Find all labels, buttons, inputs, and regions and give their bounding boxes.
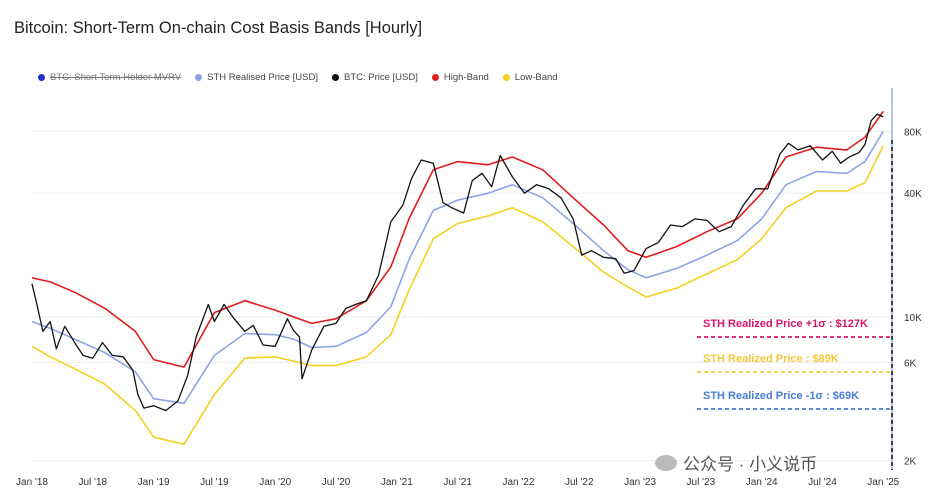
legend-item-sth-realised-price[interactable]: STH Realised Price [USD] — [195, 72, 318, 83]
legend-item-btc-price[interactable]: BTC: Price [USD] — [331, 72, 418, 83]
series-line-2 — [31, 145, 885, 446]
legend: BTC: Short Term Holder MVRV STH Realised… — [38, 72, 558, 83]
x-tick-label-2: Jan '19 — [138, 477, 170, 488]
annotation-label-0: STH Realized Price +1σ : $127K — [703, 318, 868, 330]
series-line-1 — [31, 130, 884, 405]
wechat-icon — [655, 454, 677, 471]
legend-label-sth: STH Realised Price [USD] — [207, 72, 318, 83]
legend-label-high: High-Band — [443, 72, 489, 83]
x-tick-label-10: Jan '23 — [624, 477, 656, 488]
y-tick-label-2: 10K — [904, 313, 922, 324]
x-tick-label-5: Jul '20 — [322, 477, 351, 488]
y-tick-label-0: 2K — [904, 457, 917, 468]
x-tick-label-12: Jan '24 — [746, 477, 778, 488]
legend-label-mvrv: BTC: Short Term Holder MVRV — [50, 72, 182, 83]
x-tick-label-13: Jul '24 — [808, 477, 837, 488]
legend-swatch-high — [431, 74, 439, 81]
y-tick-label-1: 6K — [904, 359, 917, 370]
watermark-text: 公众号 · 小义说币 — [683, 455, 818, 474]
y-tick-label-4: 80K — [904, 127, 922, 138]
x-tick-label-8: Jan '22 — [502, 477, 534, 488]
legend-swatch-low — [502, 74, 510, 81]
legend-swatch-mvrv — [38, 74, 45, 81]
x-tick-label-3: Jul '19 — [200, 477, 229, 488]
annotation-label-1: STH Realized Price : $89K — [703, 353, 839, 365]
legend-label-price: BTC: Price [USD] — [343, 72, 418, 83]
chart-title: Bitcoin: Short-Term On-chain Cost Basis … — [14, 19, 423, 37]
x-tick-label-4: Jan '20 — [259, 477, 291, 488]
watermark: 公众号 · 小义说币 — [655, 450, 817, 475]
legend-swatch-sth — [195, 74, 203, 81]
series-line-0 — [31, 110, 884, 368]
x-tick-label-6: Jan '21 — [381, 477, 413, 488]
x-tick-label-0: Jan '18 — [16, 477, 48, 488]
x-tick-label-1: Jul '18 — [79, 477, 108, 488]
x-tick-label-14: Jan '25 — [867, 477, 899, 488]
x-tick-label-7: Jul '21 — [443, 477, 472, 488]
series-line-3 — [31, 113, 884, 412]
legend-item-mvrv[interactable]: BTC: Short Term Holder MVRV — [38, 72, 181, 83]
legend-item-high-band[interactable]: High-Band — [431, 72, 489, 83]
legend-label-low: Low-Band — [514, 72, 558, 83]
legend-item-low-band[interactable]: Low-Band — [502, 72, 558, 83]
annotation-label-2: STH Realized Price -1σ : $69K — [703, 390, 859, 402]
y-tick-label-3: 40K — [904, 189, 922, 200]
x-tick-label-11: Jul '23 — [687, 477, 716, 488]
legend-swatch-price — [331, 74, 339, 81]
x-tick-label-9: Jul '22 — [565, 477, 594, 488]
